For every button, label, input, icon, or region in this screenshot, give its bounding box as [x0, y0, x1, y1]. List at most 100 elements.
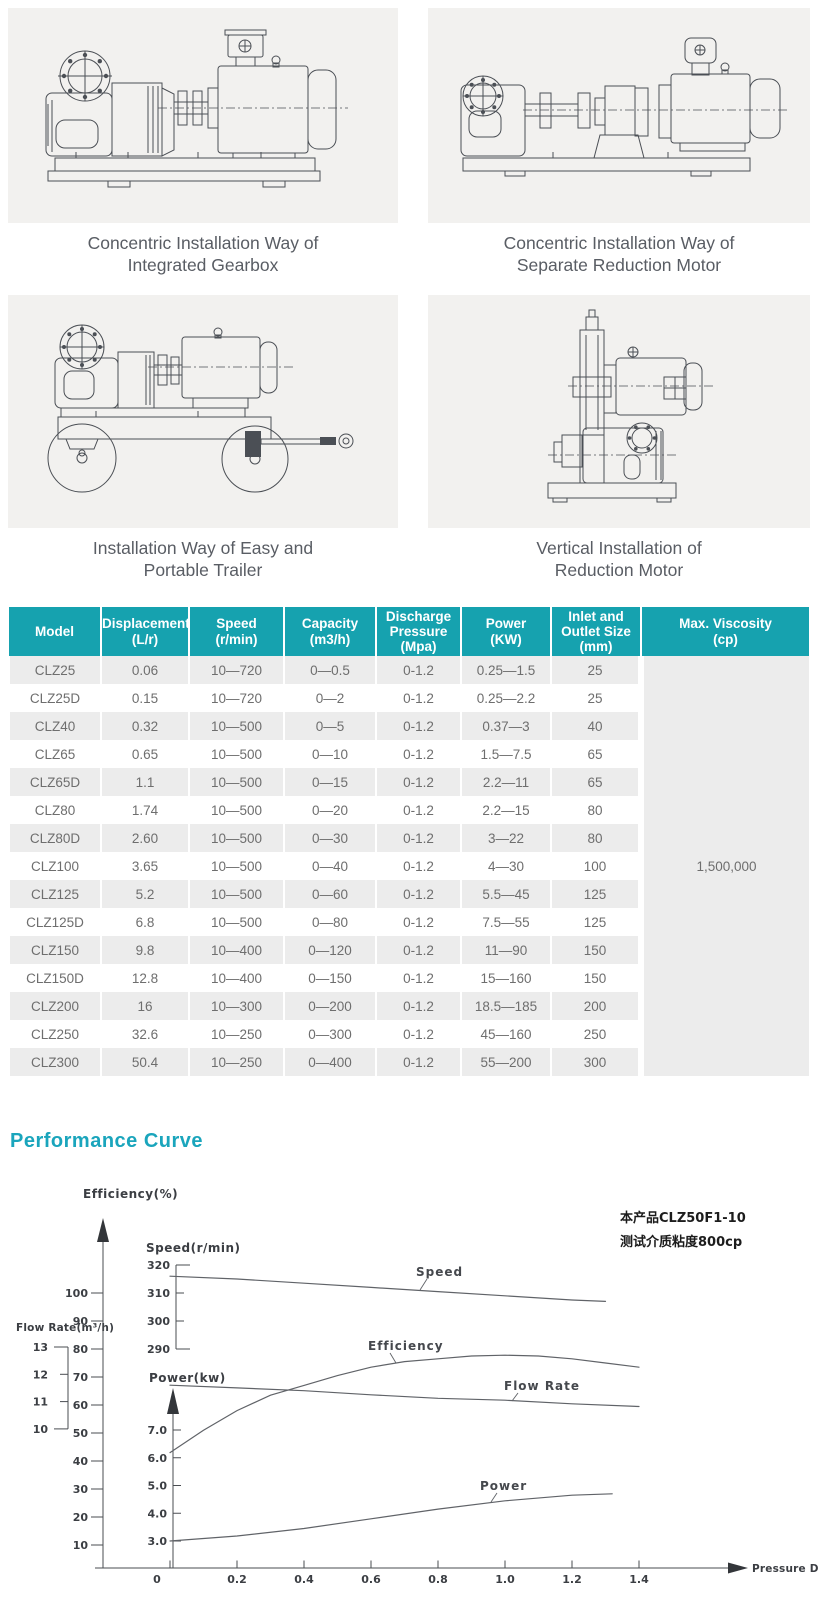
flow-tick-label: 11 [33, 1396, 48, 1409]
cell-capacity: 0—15 [283, 768, 376, 796]
cell-discharge-pressure: 0-1.2 [375, 1020, 461, 1048]
col-header-max-viscosity: Max. Viscosity (cp) [640, 607, 809, 656]
col-header-speed: Speed (r/min) [188, 607, 284, 656]
cell-speed: 10—500 [188, 880, 284, 908]
cell-displacement: 50.4 [100, 1048, 189, 1076]
cell-speed: 10—720 [188, 684, 284, 712]
cell-speed: 10—250 [188, 1048, 284, 1076]
cell-capacity: 0—10 [283, 740, 376, 768]
figure-portable-trailer [8, 295, 398, 528]
speed-tick-label: 300 [147, 1315, 170, 1328]
cell-model: CLZ300 [8, 1048, 101, 1076]
x-axis-title: Pressure Differential(Mpa) [752, 1563, 818, 1575]
cell-power: 0.25—1.5 [460, 656, 551, 684]
x-tick-label: 0.4 [294, 1573, 314, 1586]
cell-speed: 10—500 [188, 796, 284, 824]
efficiency-tick-label: 30 [73, 1483, 89, 1496]
cell-capacity: 0—80 [283, 908, 376, 936]
performance-curve-title: Performance Curve [10, 1130, 204, 1152]
cell-power: 0.37—3 [460, 712, 551, 740]
efficiency-axis-arrow [97, 1218, 109, 1242]
efficiency-tick-label: 70 [73, 1371, 89, 1384]
cell-inlet-outlet-size: 125 [550, 880, 641, 908]
cell-displacement: 6.8 [100, 908, 189, 936]
caption-line: Concentric Installation Way of [87, 233, 319, 253]
cell-capacity: 0—30 [283, 824, 376, 852]
cell-discharge-pressure: 0-1.2 [375, 740, 461, 768]
cell-capacity: 0—60 [283, 880, 376, 908]
cell-discharge-pressure: 0-1.2 [375, 712, 461, 740]
efficiency-tick-label: 60 [73, 1399, 89, 1412]
cell-power: 2.2—11 [460, 768, 551, 796]
power-axis-arrow [167, 1388, 179, 1414]
cell-displacement: 9.8 [100, 936, 189, 964]
cell-speed: 10—300 [188, 992, 284, 1020]
flow-axis-title: Flow Rate(m³/h) [16, 1322, 114, 1334]
cell-displacement: 12.8 [100, 964, 189, 992]
figure-caption: Vertical Installation of Reduction Motor [428, 538, 810, 582]
efficiency-axis-title: Efficiency(%) [83, 1187, 178, 1201]
efficiency-label-leader [389, 1352, 397, 1364]
cell-displacement: 0.32 [100, 712, 189, 740]
caption-line: Vertical Installation of [536, 538, 702, 558]
series-curve-power [169, 1493, 613, 1542]
efficiency-tick-label: 80 [73, 1343, 89, 1356]
cell-model: CLZ125 [8, 880, 101, 908]
x-tick-label: 1.2 [562, 1573, 582, 1586]
vertical-reduction-motor-drawing [547, 309, 713, 503]
cell-displacement: 16 [100, 992, 189, 1020]
cell-discharge-pressure: 0-1.2 [375, 824, 461, 852]
cell-displacement: 1.1 [100, 768, 189, 796]
cell-power: 4—30 [460, 852, 551, 880]
cell-speed: 10—400 [188, 936, 284, 964]
cell-model: CLZ65 [8, 740, 101, 768]
cell-power: 15—160 [460, 964, 551, 992]
cell-speed: 10—500 [188, 740, 284, 768]
cell-speed: 10—720 [188, 656, 284, 684]
cell-inlet-outlet-size: 200 [550, 992, 641, 1020]
cell-model: CLZ40 [8, 712, 101, 740]
cell-inlet-outlet-size: 25 [550, 684, 641, 712]
series-label-efficiency: Efficiency [368, 1339, 444, 1353]
flow-rate-label-leader [511, 1392, 519, 1402]
speed-tick-label: 310 [147, 1287, 170, 1300]
cell-power: 7.5—55 [460, 908, 551, 936]
cell-power: 1.5—7.5 [460, 740, 551, 768]
cell-displacement: 0.15 [100, 684, 189, 712]
cell-speed: 10—250 [188, 1020, 284, 1048]
cell-discharge-pressure: 0-1.2 [375, 936, 461, 964]
cell-power: 45—160 [460, 1020, 551, 1048]
cell-model: CLZ80D [8, 824, 101, 852]
cell-discharge-pressure: 0-1.2 [375, 964, 461, 992]
cell-displacement: 3.65 [100, 852, 189, 880]
efficiency-tick-label: 50 [73, 1427, 89, 1440]
series-label-flow-rate: Flow Rate [504, 1379, 580, 1393]
power-tick-label: 6.0 [148, 1452, 168, 1465]
table-row: CLZ150D 12.8 10—400 0—150 0-1.2 15—160 150 [8, 964, 809, 992]
cell-inlet-outlet-size: 100 [550, 852, 641, 880]
table-row: CLZ65 0.65 10—500 0—10 0-1.2 1.5—7.5 65 [8, 740, 809, 768]
flow-tick-label: 13 [33, 1341, 48, 1354]
x-axis-arrow [728, 1562, 748, 1574]
cell-capacity: 0—150 [283, 964, 376, 992]
figure-separate-reduction-motor [428, 8, 810, 223]
series-label-power: Power [480, 1479, 527, 1493]
cell-capacity: 0—5 [283, 712, 376, 740]
cell-capacity: 0—40 [283, 852, 376, 880]
table-row: CLZ150 9.8 10—400 0—120 0-1.2 11—90 150 [8, 936, 809, 964]
series-label-speed: Speed [416, 1265, 463, 1279]
table-row: CLZ125D 6.8 10—500 0—80 0-1.2 7.5—55 125 [8, 908, 809, 936]
table-row: CLZ25 0.06 10—720 0—0.5 0-1.2 0.25—1.5 25 1,500… [8, 656, 809, 1076]
caption-line: Separate Reduction Motor [516, 254, 722, 275]
cell-inlet-outlet-size: 40 [550, 712, 641, 740]
figure-integrated-gearbox [8, 8, 398, 223]
cell-displacement: 1.74 [100, 796, 189, 824]
table-row: CLZ300 50.4 10—250 0—400 0-1.2 55—200 300 [8, 1048, 809, 1076]
cell-capacity: 0—200 [283, 992, 376, 1020]
x-tick-label: 0.2 [227, 1573, 247, 1586]
cell-model: CLZ250 [8, 1020, 101, 1048]
table-row: CLZ80D 2.60 10—500 0—30 0-1.2 3—22 80 [8, 824, 809, 852]
cell-discharge-pressure: 0-1.2 [375, 1048, 461, 1076]
table-row: CLZ200 16 10—300 0—200 0-1.2 18.5—185 200 [8, 992, 809, 1020]
